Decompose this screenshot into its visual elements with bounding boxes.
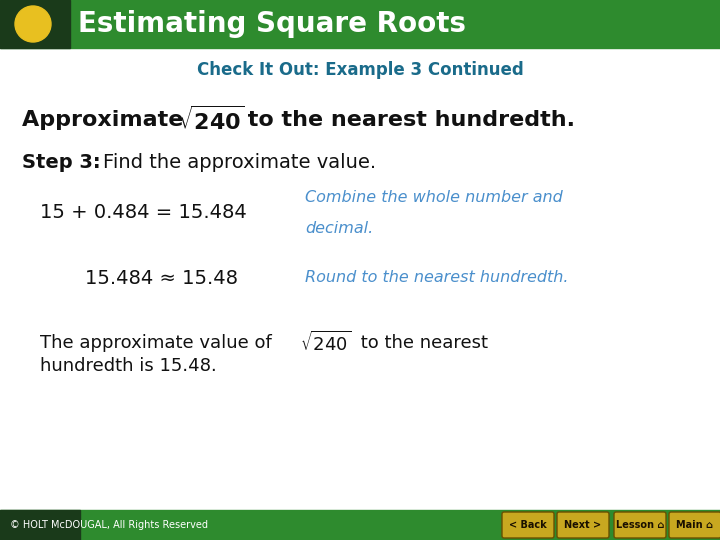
Text: to the nearest: to the nearest — [355, 334, 488, 352]
Text: $\mathbf{\sqrt{240}}$: $\mathbf{\sqrt{240}}$ — [178, 106, 245, 134]
Text: Approximate: Approximate — [22, 110, 191, 130]
Text: Main ⌂: Main ⌂ — [677, 520, 714, 530]
FancyBboxPatch shape — [557, 512, 609, 538]
Text: Find the approximate value.: Find the approximate value. — [103, 153, 376, 172]
Bar — [0, 48, 720, 510]
Text: Check It Out: Example 3 Continued: Check It Out: Example 3 Continued — [197, 61, 523, 79]
Bar — [0, 510, 80, 540]
Text: The approximate value of: The approximate value of — [40, 334, 277, 352]
Text: 15 + 0.484 = 15.484: 15 + 0.484 = 15.484 — [40, 204, 247, 222]
FancyBboxPatch shape — [502, 512, 554, 538]
Bar — [0, 510, 720, 540]
Text: Lesson ⌂: Lesson ⌂ — [616, 520, 664, 530]
FancyBboxPatch shape — [669, 512, 720, 538]
Text: Round to the nearest hundredth.: Round to the nearest hundredth. — [305, 271, 569, 286]
Text: Combine the whole number and: Combine the whole number and — [305, 190, 563, 205]
Bar — [0, 0, 70, 48]
Text: Next >: Next > — [564, 520, 602, 530]
Text: < Back: < Back — [509, 520, 547, 530]
Text: Step 3:: Step 3: — [22, 153, 101, 172]
Text: Estimating Square Roots: Estimating Square Roots — [78, 10, 466, 38]
Circle shape — [15, 6, 51, 42]
Text: hundredth is 15.48.: hundredth is 15.48. — [40, 357, 217, 375]
Text: 15.484 ≈ 15.48: 15.484 ≈ 15.48 — [85, 268, 238, 287]
Text: to the nearest hundredth.: to the nearest hundredth. — [240, 110, 575, 130]
Text: decimal.: decimal. — [305, 221, 373, 236]
Text: $\sqrt{240}$: $\sqrt{240}$ — [300, 331, 351, 355]
Text: © HOLT McDOUGAL, All Rights Reserved: © HOLT McDOUGAL, All Rights Reserved — [10, 520, 208, 530]
FancyBboxPatch shape — [614, 512, 666, 538]
Bar — [0, 0, 720, 48]
